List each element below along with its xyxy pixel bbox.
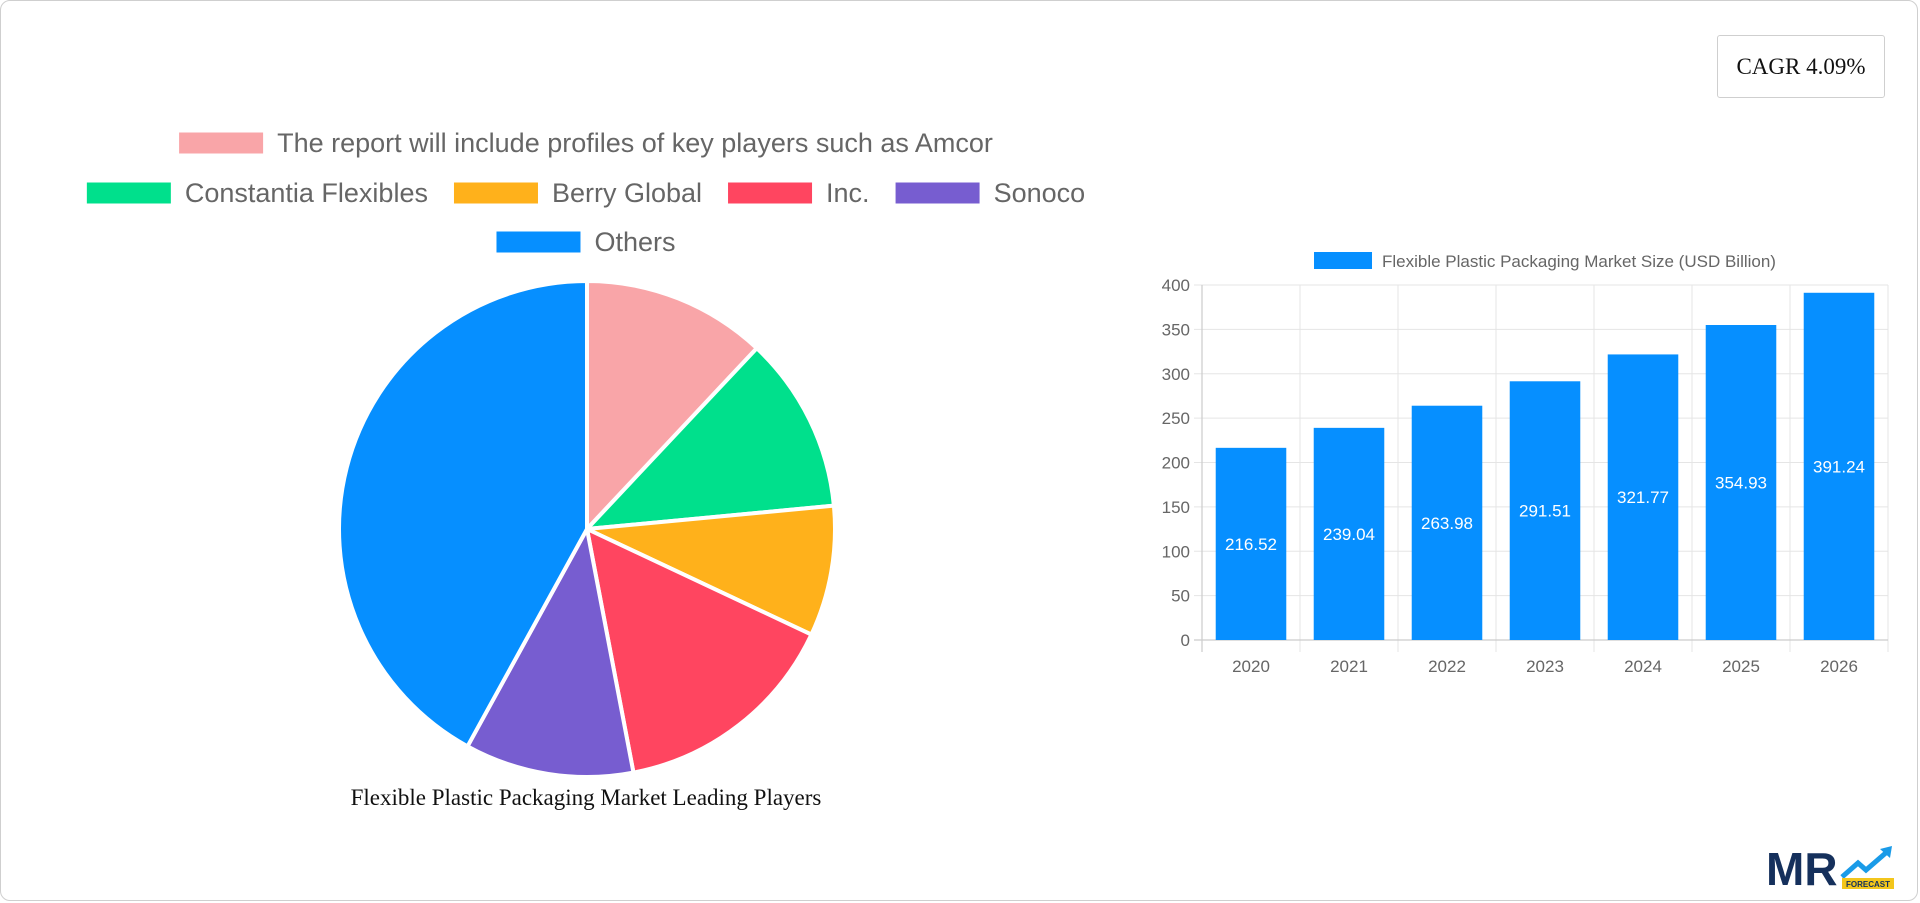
- y-tick-label: 400: [1162, 276, 1190, 295]
- pie-slice[interactable]: [581, 345, 837, 532]
- y-tick-label: 250: [1162, 409, 1190, 428]
- pie-slice[interactable]: [584, 525, 815, 775]
- bar-value-label: 216.52: [1225, 535, 1277, 554]
- y-tick-label: 0: [1181, 631, 1190, 650]
- pie-legend-swatch[interactable]: [728, 182, 813, 204]
- bar-chart: Flexible Plastic Packaging Market Size (…: [1162, 252, 1889, 676]
- bar-value-label: 263.98: [1421, 514, 1473, 533]
- pie-chart: The report will include profiles of key …: [86, 128, 1086, 779]
- y-tick-label: 300: [1162, 365, 1190, 384]
- x-tick-label: 2022: [1428, 657, 1466, 676]
- mr-forecast-logo-icon: MR FORECAST: [1766, 843, 1894, 891]
- logo-trend-arrow: [1840, 849, 1890, 879]
- y-tick-label: 100: [1162, 542, 1190, 561]
- pie-legend-swatch[interactable]: [86, 182, 171, 204]
- bar[interactable]: [1313, 427, 1385, 640]
- pie-legend-label[interactable]: The report will include profiles of key …: [277, 128, 993, 158]
- y-tick-label: 350: [1162, 320, 1190, 339]
- pie-slice[interactable]: [337, 278, 589, 750]
- bar-value-label: 239.04: [1323, 525, 1375, 544]
- bar[interactable]: [1705, 324, 1777, 640]
- y-tick-label: 50: [1171, 587, 1190, 606]
- y-tick-label: 150: [1162, 498, 1190, 517]
- bar-legend-label[interactable]: Flexible Plastic Packaging Market Size (…: [1382, 252, 1776, 271]
- pie-legend-label[interactable]: Inc.: [826, 178, 870, 208]
- pie-slice[interactable]: [585, 278, 760, 535]
- bar[interactable]: [1607, 354, 1679, 640]
- pie-legend-label[interactable]: Berry Global: [552, 178, 702, 208]
- bar-legend-swatch[interactable]: [1314, 252, 1373, 269]
- bar-value-label: 354.93: [1715, 473, 1767, 492]
- pie-legend-swatch[interactable]: [453, 182, 538, 204]
- bar[interactable]: [1411, 405, 1483, 640]
- bar[interactable]: [1215, 447, 1287, 640]
- x-tick-label: 2024: [1624, 657, 1662, 676]
- pie-legend-label[interactable]: Others: [594, 227, 675, 257]
- logo-sub-band: [1842, 878, 1894, 889]
- pie-legend-swatch[interactable]: [895, 182, 980, 204]
- x-tick-label: 2021: [1330, 657, 1368, 676]
- pie-slice[interactable]: [464, 523, 636, 779]
- pie-chart-title: Flexible Plastic Packaging Market Leadin…: [350, 785, 822, 810]
- x-tick-label: 2025: [1722, 657, 1760, 676]
- pie-legend-label[interactable]: Constantia Flexibles: [185, 178, 428, 208]
- bar[interactable]: [1803, 292, 1875, 640]
- bar-value-label: 391.24: [1813, 457, 1865, 476]
- pie-legend-swatch[interactable]: [496, 231, 581, 253]
- y-tick-label: 200: [1162, 454, 1190, 473]
- x-tick-label: 2020: [1232, 657, 1270, 676]
- logo-arrow-head: [1880, 846, 1892, 858]
- pie-legend-label[interactable]: Sonoco: [994, 178, 1086, 208]
- pie-legend-swatch[interactable]: [179, 132, 264, 154]
- x-tick-label: 2023: [1526, 657, 1564, 676]
- bar[interactable]: [1509, 381, 1581, 640]
- x-tick-label: 2026: [1820, 657, 1858, 676]
- cagr-badge: CAGR 4.09%: [1717, 35, 1885, 98]
- logo-letters: MR: [1766, 843, 1838, 891]
- bar-value-label: 291.51: [1519, 502, 1571, 521]
- logo-sub-text: FORECAST: [1846, 880, 1890, 889]
- pie-slice[interactable]: [579, 503, 837, 638]
- bar-value-label: 321.77: [1617, 488, 1669, 507]
